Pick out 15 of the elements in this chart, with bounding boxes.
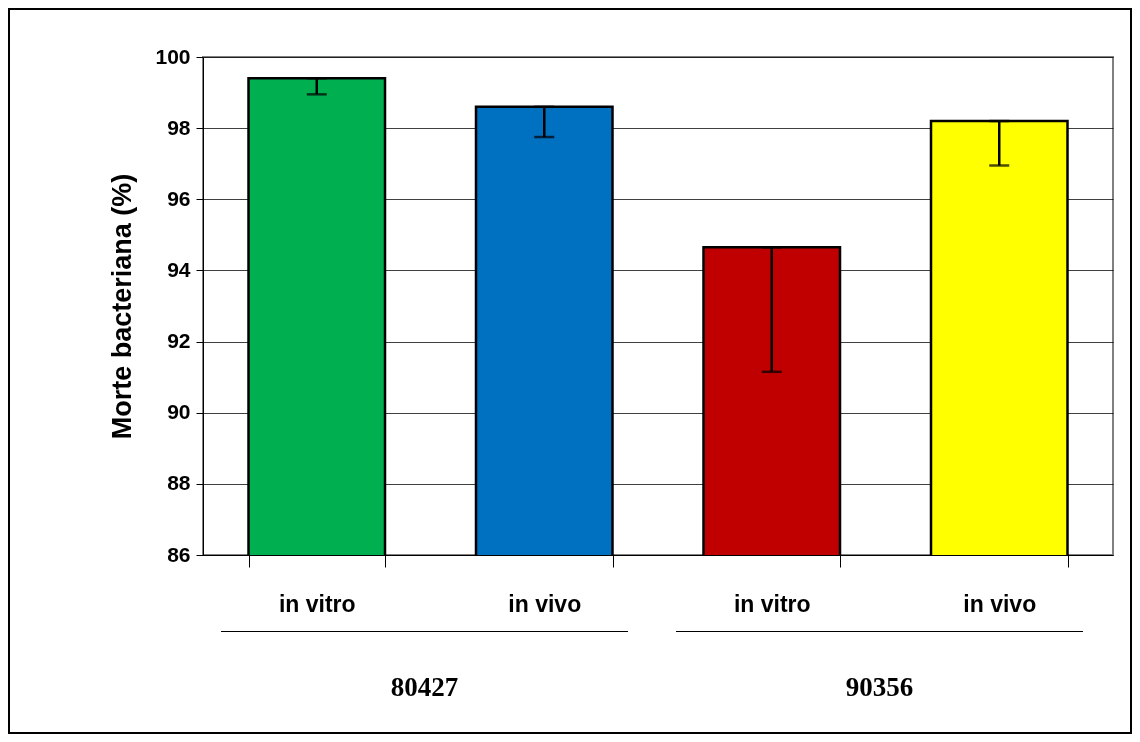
- x-tick-label: in vivo: [963, 590, 1037, 617]
- y-tick-label: 100: [155, 44, 191, 68]
- x-tick-label: in vitro: [278, 590, 356, 617]
- text: 90356: [845, 672, 914, 703]
- y-tick-label: 96: [167, 186, 191, 210]
- y-tick-label: 88: [167, 471, 191, 495]
- y-tick-label: 90: [167, 400, 191, 424]
- x-tick-label: in vivo: [508, 590, 582, 617]
- x-tick-label: in vitro: [733, 590, 811, 617]
- text: 80427: [390, 672, 459, 703]
- y-tick-label: 86: [167, 542, 191, 566]
- y-axis-title: Morte bacteriana (%): [107, 173, 138, 440]
- y-tick-label: 94: [167, 257, 191, 281]
- y-tick-label: 92: [167, 329, 191, 353]
- y-tick-label: 98: [167, 115, 191, 139]
